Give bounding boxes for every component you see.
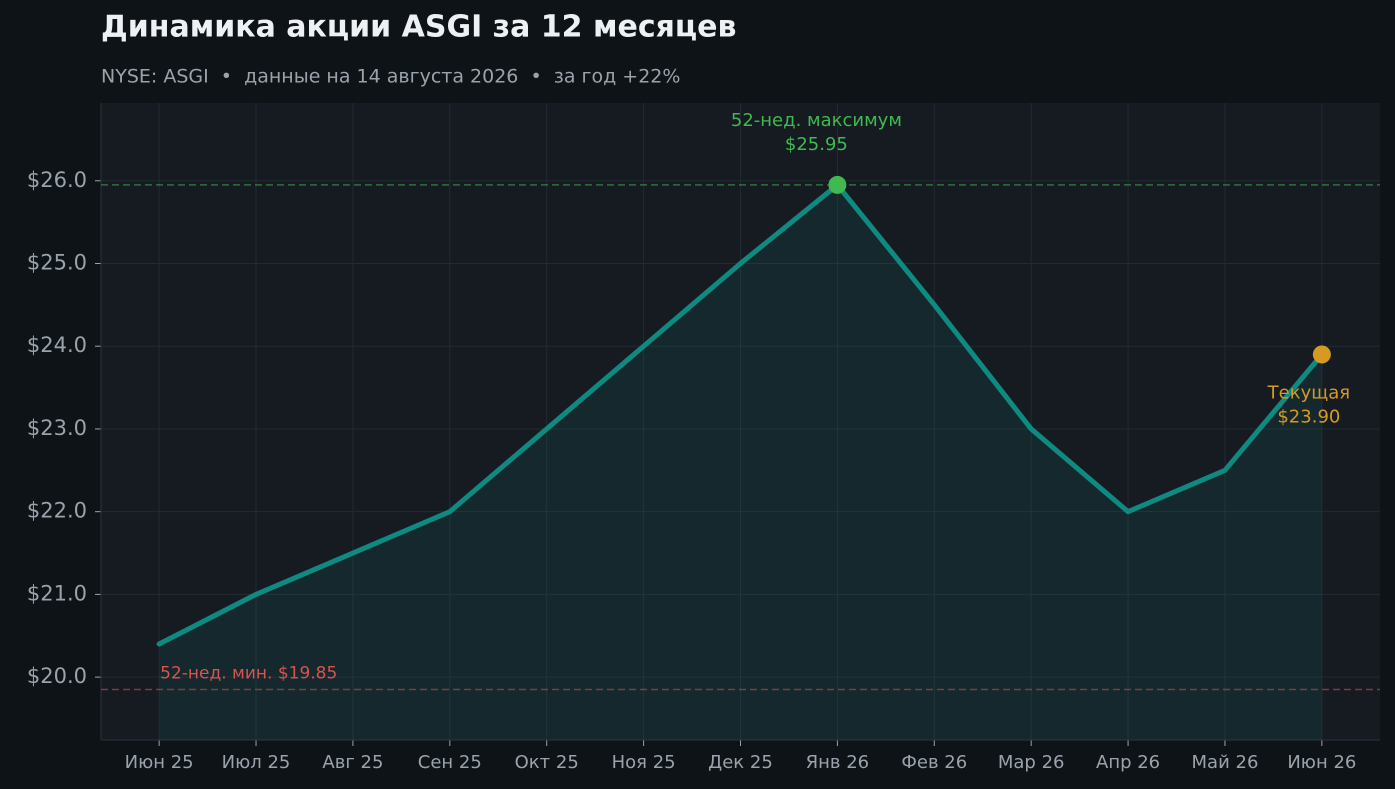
chart-title: Динамика акции ASGI за 12 месяцев <box>101 10 736 45</box>
x-tick-label: Янв 26 <box>806 752 870 773</box>
y-tick-label: $21.0 <box>27 581 87 605</box>
max-marker <box>828 175 847 194</box>
x-tick-label: Ноя 25 <box>612 752 676 773</box>
current-marker <box>1312 345 1331 364</box>
y-tick-label: $20.0 <box>27 664 87 688</box>
x-tick-label: Дек 25 <box>708 752 773 773</box>
y-tick-label: $23.0 <box>27 416 87 440</box>
y-tick-label: $24.0 <box>27 333 87 357</box>
y-tick-label: $25.0 <box>27 250 87 274</box>
x-tick-label: Мар 26 <box>998 752 1065 773</box>
line <box>156 182 1325 647</box>
x-tick-label: Июн 25 <box>125 752 194 773</box>
y-tick-label: $26.0 <box>27 168 87 192</box>
y-tick-label: $22.0 <box>27 499 87 523</box>
x-tick-label: Апр 26 <box>1096 752 1160 773</box>
current-annotation-value: $23.90 <box>1277 406 1340 427</box>
x-tick-label: Окт 25 <box>515 752 579 773</box>
x-tick-label: Июн 26 <box>1287 752 1356 773</box>
max-annotation-value: $25.95 <box>785 134 848 155</box>
min-annotation: 52-нед. мин. $19.85 <box>160 664 337 684</box>
x-tick-label: Июл 25 <box>222 752 291 773</box>
max-annotation: 52-нед. максимум <box>731 110 902 131</box>
x-tick-label: Фев 26 <box>901 752 967 773</box>
x-tick-label: Сен 25 <box>418 752 482 773</box>
area <box>159 184 1322 740</box>
x-tick-label: Май 26 <box>1192 752 1259 773</box>
x-tick-label: Авг 25 <box>322 752 383 773</box>
chart-subtitle: NYSE: ASGI • данные на 14 августа 2026 •… <box>101 66 680 88</box>
current-annotation: Текущая <box>1267 382 1350 403</box>
